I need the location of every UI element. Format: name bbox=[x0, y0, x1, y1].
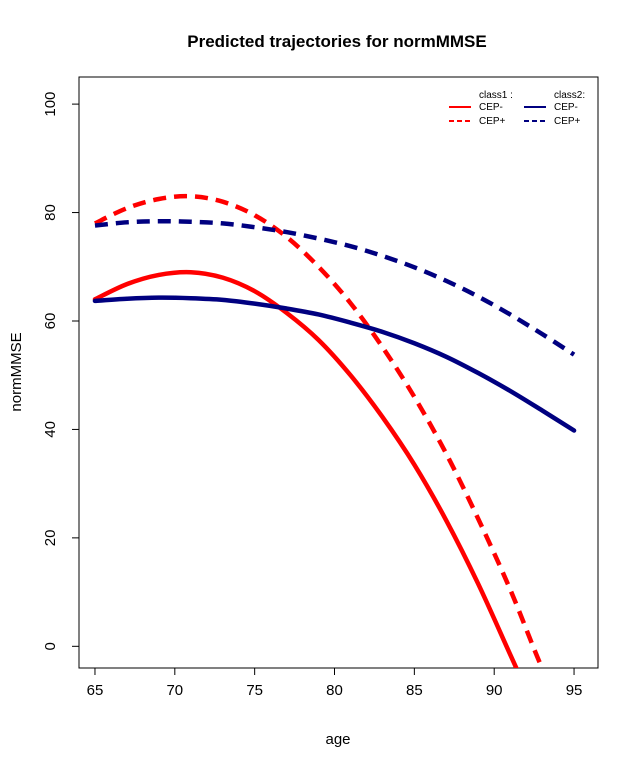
x-axis: 65 70 75 80 85 90 95 bbox=[87, 667, 583, 699]
y-axis-label: normMMSE bbox=[8, 332, 25, 411]
y-axis: 0 20 40 60 80 100 bbox=[42, 92, 80, 650]
plot-frame bbox=[78, 76, 599, 669]
x-tick-label: 90 bbox=[486, 682, 503, 699]
y-tick-label: 0 bbox=[42, 642, 59, 650]
x-tick-label: 75 bbox=[246, 682, 263, 699]
x-tick-label: 85 bbox=[406, 682, 423, 699]
y-tick-label: 80 bbox=[42, 204, 59, 221]
legend-group-header: class2: bbox=[554, 90, 585, 101]
series-line-2 bbox=[93, 193, 545, 668]
legend-entry-label: CEP- bbox=[479, 102, 503, 113]
legend-group-header: class1 : bbox=[479, 90, 513, 101]
legend-entry-label: CEP+ bbox=[479, 116, 506, 127]
legend: class1 :CEP-CEP+class2:CEP-CEP+ bbox=[449, 90, 585, 127]
x-tick-label: 65 bbox=[87, 682, 104, 699]
y-tick-label: 60 bbox=[42, 313, 59, 330]
series-line-1 bbox=[92, 269, 519, 668]
series-line-3 bbox=[92, 295, 577, 433]
chart-title: Predicted trajectories for normMMSE bbox=[187, 32, 486, 51]
series-line-4 bbox=[94, 218, 576, 357]
y-tick-label: 40 bbox=[42, 421, 59, 438]
legend-entry-label: CEP+ bbox=[554, 116, 581, 127]
legend-entry-label: CEP- bbox=[554, 102, 578, 113]
x-tick-label: 80 bbox=[326, 682, 343, 699]
x-axis-label: age bbox=[325, 731, 350, 748]
series-layer bbox=[92, 193, 577, 668]
y-tick-label: 100 bbox=[42, 92, 59, 117]
x-tick-label: 70 bbox=[166, 682, 183, 699]
y-tick-label: 20 bbox=[42, 530, 59, 547]
x-tick-label: 95 bbox=[566, 682, 583, 699]
